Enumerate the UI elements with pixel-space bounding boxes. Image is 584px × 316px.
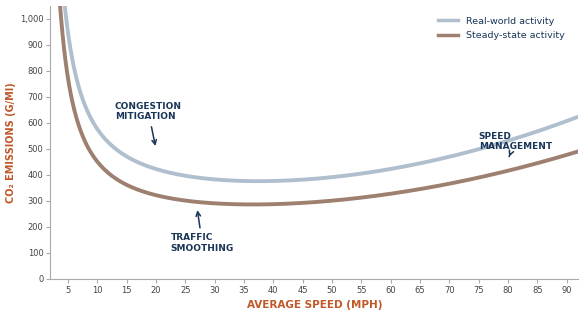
- Text: CONGESTION
MITIGATION: CONGESTION MITIGATION: [115, 102, 182, 144]
- Y-axis label: CO₂ EMISSIONS (G/MI): CO₂ EMISSIONS (G/MI): [6, 82, 16, 203]
- Text: TRAFFIC
SMOOTHING: TRAFFIC SMOOTHING: [171, 212, 234, 253]
- Legend: Real-world activity, Steady-state activity: Real-world activity, Steady-state activi…: [434, 13, 568, 44]
- Text: SPEED
MANAGEMENT: SPEED MANAGEMENT: [479, 132, 552, 157]
- X-axis label: AVERAGE SPEED (MPH): AVERAGE SPEED (MPH): [246, 301, 382, 310]
